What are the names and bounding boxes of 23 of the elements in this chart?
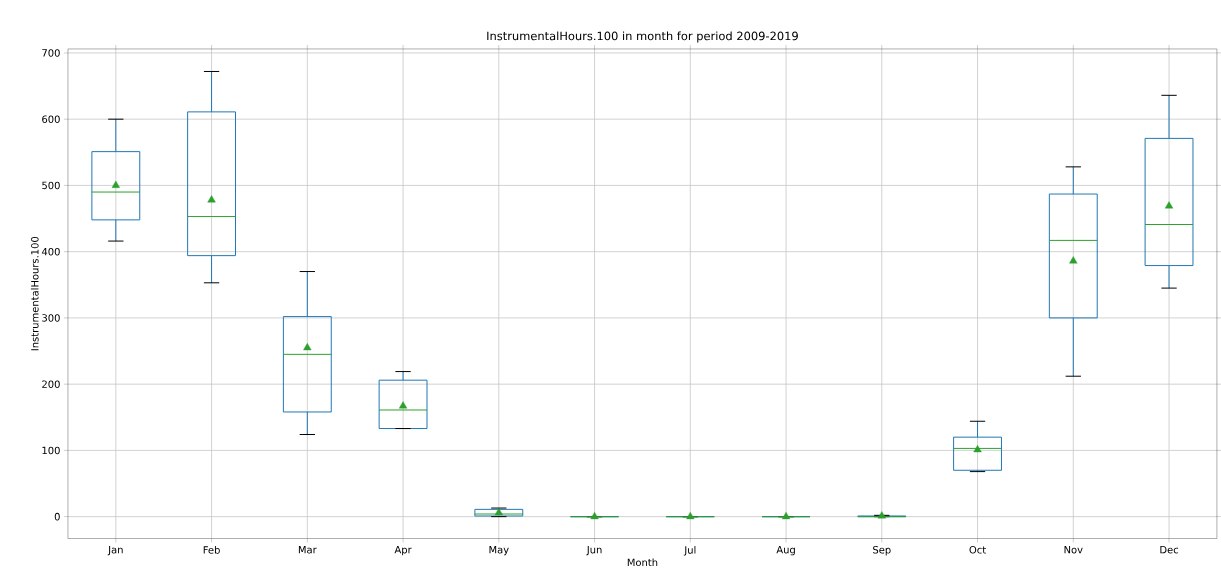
x-tick-label: Jan — [107, 545, 123, 556]
x-tick-label: Nov — [1064, 545, 1083, 554]
y-tick-label: 100 — [42, 446, 60, 454]
y-tick-label: 400 — [41, 247, 60, 256]
x-tick-label: Mar — [298, 545, 317, 554]
y-tick-label: 300 — [42, 313, 60, 322]
x-tick-label: Aug — [776, 545, 795, 556]
x-tick-label: Sep — [873, 545, 891, 556]
x-tick-label: Dec — [1160, 545, 1179, 554]
y-axis-title: InstrumentalHours.100 — [30, 236, 39, 350]
y-tick-label: 200 — [42, 380, 60, 388]
chart-title: InstrumentalHours.100 in month for period 2009-2019 — [487, 31, 798, 43]
x-tick-label: Oct — [969, 545, 986, 554]
y-tick-label: 700 — [42, 48, 60, 57]
x-tick-label: Apr — [394, 545, 412, 556]
x-tick-label: Feb — [203, 545, 220, 554]
y-tick-label: 600 — [42, 115, 60, 123]
x-tick-label: Jun — [586, 545, 602, 556]
y-tick-label: 500 — [42, 181, 60, 189]
x-tick-label: May — [489, 545, 509, 556]
x-axis-title: Month — [627, 558, 658, 566]
x-tick-label: Jul — [683, 545, 696, 556]
y-tick-label: 0 — [54, 512, 60, 521]
